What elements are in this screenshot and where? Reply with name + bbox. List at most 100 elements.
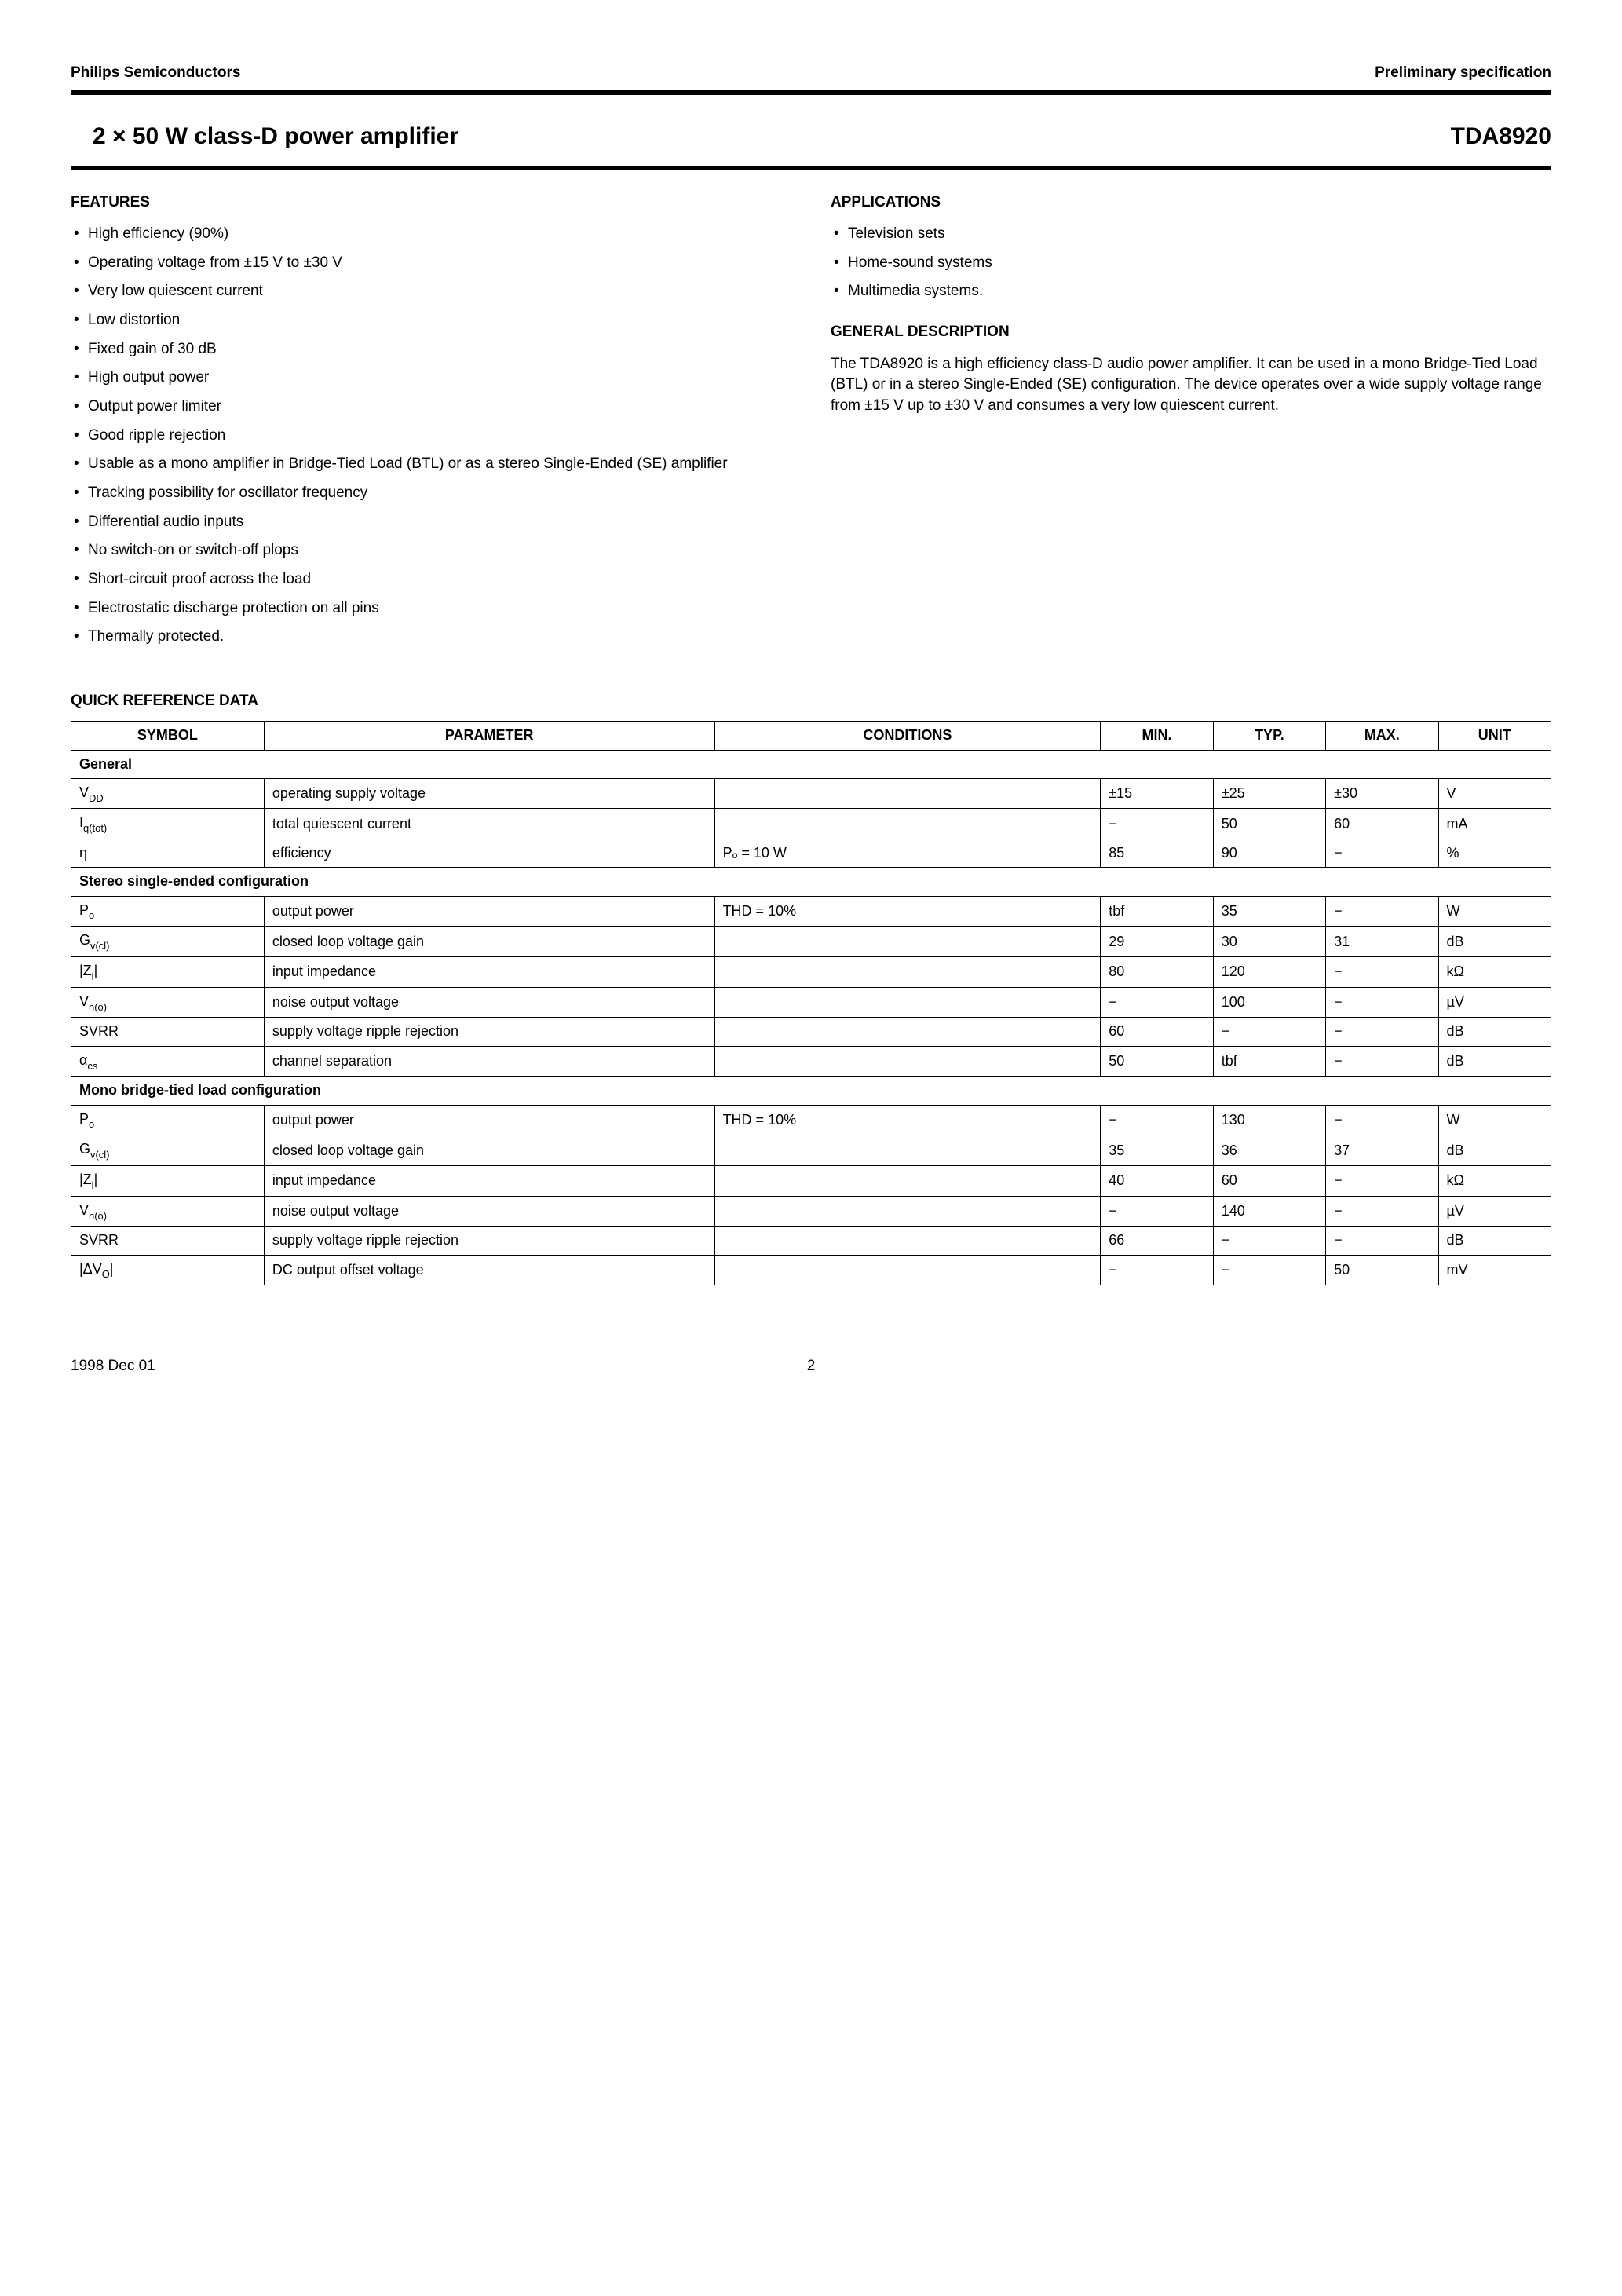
list-item: Differential audio inputs (71, 512, 791, 532)
col-unit: UNIT (1438, 722, 1551, 750)
cell-typ: 36 (1213, 1135, 1325, 1166)
col-parameter: PARAMETER (264, 722, 714, 750)
table-row: |ΔVO|DC output offset voltage−−50mV (71, 1255, 1551, 1285)
title-bar: 2 × 50 W class-D power amplifier TDA8920 (71, 111, 1551, 170)
table-row: Iq(tot)total quiescent current−5060mA (71, 809, 1551, 839)
cell-conditions (714, 809, 1101, 839)
cell-max: − (1326, 957, 1438, 988)
cell-parameter: output power (264, 1105, 714, 1135)
table-row: Pooutput powerTHD = 10%−130−W (71, 1105, 1551, 1135)
cell-symbol: |Zi| (71, 1165, 265, 1196)
cell-unit: kΩ (1438, 957, 1551, 988)
list-item: Fixed gain of 30 dB (71, 339, 791, 360)
cell-parameter: closed loop voltage gain (264, 927, 714, 957)
table-section-title: Mono bridge-tied load configuration (71, 1077, 1551, 1105)
table-row: Pooutput powerTHD = 10%tbf35−W (71, 896, 1551, 927)
cell-min: − (1101, 1196, 1213, 1227)
cell-typ: 130 (1213, 1105, 1325, 1135)
applications-list: Television sets Home-sound systems Multime… (831, 224, 1551, 302)
header-right: Preliminary specification (1375, 63, 1551, 84)
content-columns: FEATURES High efficiency (90%)Operating … (71, 192, 1551, 667)
cell-min: tbf (1101, 896, 1213, 927)
cell-max: 37 (1326, 1135, 1438, 1166)
cell-min: 85 (1101, 839, 1213, 868)
cell-max: − (1326, 987, 1438, 1018)
list-item: Output power limiter (71, 397, 791, 417)
cell-symbol: Po (71, 1105, 265, 1135)
table-row: Gv(cl)closed loop voltage gain293031dB (71, 927, 1551, 957)
table-row: Gv(cl)closed loop voltage gain353637dB (71, 1135, 1551, 1166)
cell-unit: dB (1438, 1227, 1551, 1255)
cell-symbol: Vn(o) (71, 987, 265, 1018)
cell-min: 80 (1101, 957, 1213, 988)
cell-unit: mV (1438, 1255, 1551, 1285)
cell-symbol: SVRR (71, 1227, 265, 1255)
cell-conditions (714, 1135, 1101, 1166)
col-min: MIN. (1101, 722, 1213, 750)
cell-unit: W (1438, 896, 1551, 927)
cell-min: − (1101, 1255, 1213, 1285)
cell-min: 35 (1101, 1135, 1213, 1166)
list-item: Operating voltage from ±15 V to ±30 V (71, 253, 791, 273)
cell-max: − (1326, 839, 1438, 868)
cell-conditions (714, 987, 1101, 1018)
cell-unit: dB (1438, 927, 1551, 957)
cell-parameter: supply voltage ripple rejection (264, 1227, 714, 1255)
cell-max: − (1326, 1196, 1438, 1227)
list-item: Home-sound systems (831, 253, 1551, 273)
page-footer: 1998 Dec 01 2 1998 Dec 01 (71, 1356, 1551, 1377)
applications-heading: APPLICATIONS (831, 192, 1551, 214)
cell-parameter: input impedance (264, 957, 714, 988)
cell-min: − (1101, 809, 1213, 839)
table-section-title: General (71, 750, 1551, 778)
cell-max: 50 (1326, 1255, 1438, 1285)
table-row: ηefficiencyPₒ = 10 W8590−% (71, 839, 1551, 868)
cell-parameter: operating supply voltage (264, 778, 714, 809)
cell-min: ±15 (1101, 778, 1213, 809)
cell-max: 60 (1326, 809, 1438, 839)
cell-typ: ±25 (1213, 778, 1325, 809)
doc-title: 2 × 50 W class-D power amplifier (71, 120, 458, 153)
list-item: Television sets (831, 224, 1551, 244)
cell-unit: % (1438, 839, 1551, 868)
cell-typ: 50 (1213, 809, 1325, 839)
table-section-row: General (71, 750, 1551, 778)
cell-max: ±30 (1326, 778, 1438, 809)
cell-typ: 90 (1213, 839, 1325, 868)
right-column: APPLICATIONS Television sets Home-sound s… (831, 192, 1551, 667)
cell-unit: V (1438, 778, 1551, 809)
qrd-heading: QUICK REFERENCE DATA (71, 691, 1551, 712)
list-item: Thermally protected. (71, 627, 791, 647)
col-max: MAX. (1326, 722, 1438, 750)
col-symbol: SYMBOL (71, 722, 265, 750)
cell-typ: 35 (1213, 896, 1325, 927)
cell-min: − (1101, 987, 1213, 1018)
cell-min: 50 (1101, 1046, 1213, 1077)
list-item: Multimedia systems. (831, 281, 1551, 302)
cell-min: 60 (1101, 1018, 1213, 1046)
cell-typ: − (1213, 1255, 1325, 1285)
cell-typ: 30 (1213, 927, 1325, 957)
cell-parameter: closed loop voltage gain (264, 1135, 714, 1166)
table-row: |Zi|input impedance4060−kΩ (71, 1165, 1551, 1196)
table-section-row: Mono bridge-tied load configuration (71, 1077, 1551, 1105)
features-list: High efficiency (90%) Operating voltage f… (71, 224, 791, 647)
list-item: Tracking possibility for oscillator freq… (71, 483, 791, 503)
part-number: TDA8920 (1451, 120, 1551, 153)
cell-unit: dB (1438, 1046, 1551, 1077)
list-item: High efficiency (90%) (71, 224, 791, 244)
cell-conditions (714, 957, 1101, 988)
cell-unit: dB (1438, 1018, 1551, 1046)
cell-max: 31 (1326, 927, 1438, 957)
cell-min: 66 (1101, 1227, 1213, 1255)
cell-unit: µV (1438, 1196, 1551, 1227)
list-item: Very low quiescent current (71, 281, 791, 302)
cell-parameter: supply voltage ripple rejection (264, 1018, 714, 1046)
list-item: No switch-on or switch-off plops (71, 540, 791, 561)
table-row: Vn(o)noise output voltage−140−µV (71, 1196, 1551, 1227)
table-row: VDDoperating supply voltage±15±25±30V (71, 778, 1551, 809)
cell-typ: 120 (1213, 957, 1325, 988)
page-header: Philips Semiconductors Preliminary speci… (71, 63, 1551, 95)
table-section-row: Stereo single-ended configuration (71, 868, 1551, 896)
cell-typ: − (1213, 1227, 1325, 1255)
